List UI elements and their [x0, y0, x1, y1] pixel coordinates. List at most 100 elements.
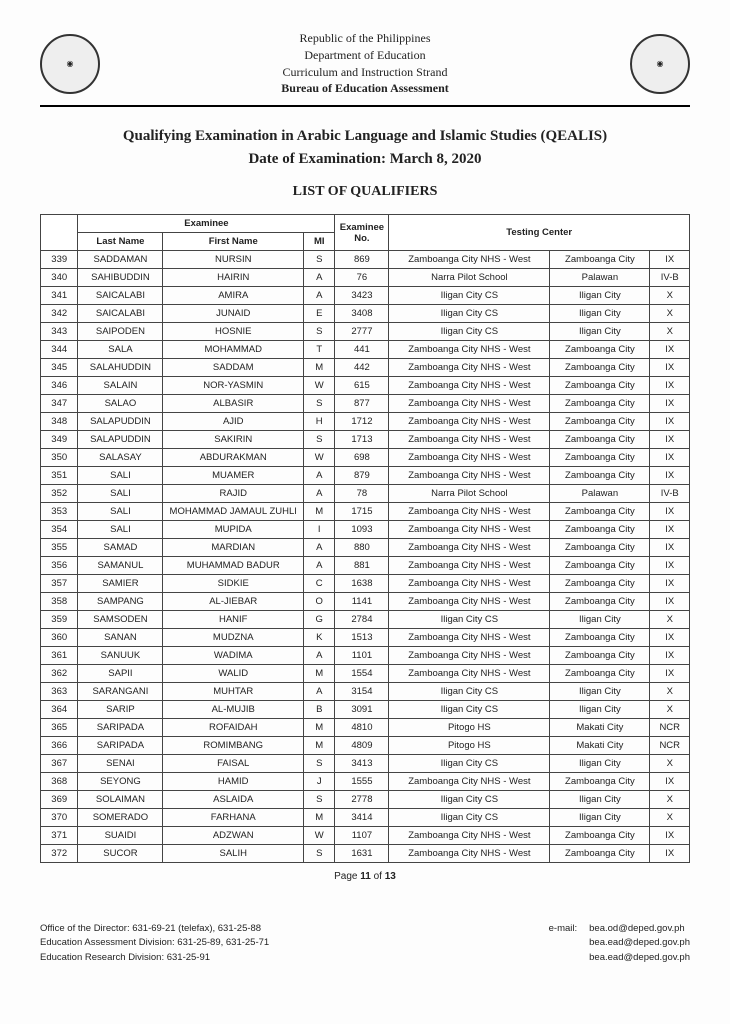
cell-last: SAHIBUDDIN — [78, 269, 163, 287]
cell-tc1: Iligan City CS — [389, 287, 550, 305]
cell-first: RAJID — [163, 485, 304, 503]
cell-tc2: Zamboanga City — [550, 539, 650, 557]
cell-tc1: Zamboanga City NHS - West — [389, 665, 550, 683]
cell-mi: M — [304, 809, 335, 827]
cell-last: SUAIDI — [78, 827, 163, 845]
cell-tc3: IX — [650, 359, 690, 377]
cell-tc1: Iligan City CS — [389, 791, 550, 809]
cell-no: 869 — [335, 251, 389, 269]
cell-first: AL-JIEBAR — [163, 593, 304, 611]
cell-tc1: Zamboanga City NHS - West — [389, 557, 550, 575]
table-row: 344SALAMOHAMMADT441Zamboanga City NHS - … — [41, 341, 690, 359]
table-row: 353SALIMOHAMMAD JAMAUL ZUHLIM1715Zamboan… — [41, 503, 690, 521]
page-footer: Office of the Director: 631-69-21 (telef… — [40, 922, 690, 965]
cell-tc3: IX — [650, 521, 690, 539]
table-row: 340SAHIBUDDINHAIRINA76Narra Pilot School… — [41, 269, 690, 287]
cell-tc1: Zamboanga City NHS - West — [389, 845, 550, 863]
cell-idx: 364 — [41, 701, 78, 719]
cell-tc3: IX — [650, 467, 690, 485]
cell-last: SAMPANG — [78, 593, 163, 611]
qualifiers-table: Examinee Examinee No. Testing Center Las… — [40, 214, 690, 863]
cell-tc3: IX — [650, 341, 690, 359]
cell-tc1: Zamboanga City NHS - West — [389, 629, 550, 647]
cell-tc2: Zamboanga City — [550, 521, 650, 539]
cell-mi: S — [304, 431, 335, 449]
cell-first: MARDIAN — [163, 539, 304, 557]
cell-tc3: IX — [650, 593, 690, 611]
cell-last: SALASAY — [78, 449, 163, 467]
cell-last: SAIPODEN — [78, 323, 163, 341]
cell-tc3: X — [650, 809, 690, 827]
cell-tc3: IX — [650, 377, 690, 395]
cell-tc1: Zamboanga City NHS - West — [389, 413, 550, 431]
cell-first: AMIRA — [163, 287, 304, 305]
table-row: 370SOMERADOFARHANAM3414Iligan City CSIli… — [41, 809, 690, 827]
cell-tc2: Iligan City — [550, 791, 650, 809]
page-header: ◉ Republic of the Philippines Department… — [40, 30, 690, 107]
cell-no: 4810 — [335, 719, 389, 737]
cell-idx: 367 — [41, 755, 78, 773]
table-row: 361SANUUKWADIMAA1101Zamboanga City NHS -… — [41, 647, 690, 665]
cell-mi: A — [304, 485, 335, 503]
cell-no: 78 — [335, 485, 389, 503]
cell-tc1: Zamboanga City NHS - West — [389, 395, 550, 413]
cell-mi: M — [304, 503, 335, 521]
cell-tc3: X — [650, 791, 690, 809]
cell-no: 698 — [335, 449, 389, 467]
cell-idx: 353 — [41, 503, 78, 521]
cell-tc2: Zamboanga City — [550, 503, 650, 521]
cell-tc3: X — [650, 611, 690, 629]
cell-tc1: Zamboanga City NHS - West — [389, 449, 550, 467]
footer-line: Office of the Director: 631-69-21 (telef… — [40, 922, 269, 936]
cell-mi: M — [304, 737, 335, 755]
footer-contact: Office of the Director: 631-69-21 (telef… — [40, 922, 269, 965]
cell-last: SANAN — [78, 629, 163, 647]
th-mi: MI — [304, 233, 335, 251]
cell-first: SIDKIE — [163, 575, 304, 593]
cell-last: SALAHUDDIN — [78, 359, 163, 377]
cell-last: SALAPUDDIN — [78, 413, 163, 431]
cell-tc1: Iligan City CS — [389, 683, 550, 701]
cell-tc1: Zamboanga City NHS - West — [389, 593, 550, 611]
table-body: 339SADDAMANNURSINS869Zamboanga City NHS … — [41, 251, 690, 863]
header-line: Department of Education — [100, 47, 630, 64]
cell-tc2: Iligan City — [550, 611, 650, 629]
cell-mi: S — [304, 251, 335, 269]
email-label: e-mail: — [549, 922, 578, 965]
cell-no: 3414 — [335, 809, 389, 827]
cell-last: SAICALABI — [78, 287, 163, 305]
cell-first: FARHANA — [163, 809, 304, 827]
cell-first: ROMIMBANG — [163, 737, 304, 755]
cell-first: AJID — [163, 413, 304, 431]
table-row: 349SALAPUDDINSAKIRINS1713Zamboanga City … — [41, 431, 690, 449]
cell-last: SALAPUDDIN — [78, 431, 163, 449]
cell-idx: 351 — [41, 467, 78, 485]
cell-tc3: IX — [650, 395, 690, 413]
cell-tc3: X — [650, 683, 690, 701]
cell-first: MUAMER — [163, 467, 304, 485]
cell-first: MUHAMMAD BADUR — [163, 557, 304, 575]
cell-tc3: IX — [650, 575, 690, 593]
cell-mi: W — [304, 377, 335, 395]
cell-first: WADIMA — [163, 647, 304, 665]
cell-tc3: IX — [650, 629, 690, 647]
cell-tc1: Iligan City CS — [389, 809, 550, 827]
cell-idx: 361 — [41, 647, 78, 665]
cell-mi: B — [304, 701, 335, 719]
cell-tc1: Narra Pilot School — [389, 485, 550, 503]
cell-tc1: Zamboanga City NHS - West — [389, 467, 550, 485]
cell-first: MUPIDA — [163, 521, 304, 539]
cell-idx: 339 — [41, 251, 78, 269]
cell-mi: W — [304, 449, 335, 467]
cell-mi: E — [304, 305, 335, 323]
cell-tc1: Pitogo HS — [389, 737, 550, 755]
cell-no: 2778 — [335, 791, 389, 809]
cell-tc2: Zamboanga City — [550, 665, 650, 683]
cell-idx: 365 — [41, 719, 78, 737]
cell-no: 4809 — [335, 737, 389, 755]
header-text: Republic of the Philippines Department o… — [100, 30, 630, 97]
cell-mi: W — [304, 827, 335, 845]
th-testing: Testing Center — [389, 215, 690, 251]
cell-tc1: Narra Pilot School — [389, 269, 550, 287]
cell-tc1: Zamboanga City NHS - West — [389, 773, 550, 791]
